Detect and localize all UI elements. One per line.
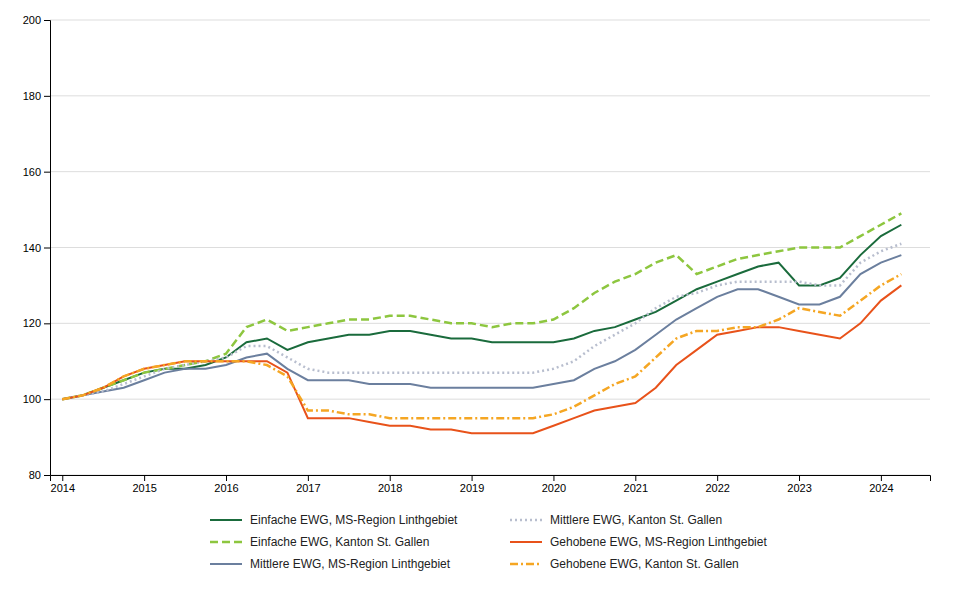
tick-label: 120	[23, 317, 41, 329]
tick: 80	[29, 469, 50, 481]
tick-label: 2022	[705, 482, 729, 494]
tick-mark	[390, 475, 391, 481]
legend-label: Mittlere EWG, MS-Region Linthgebiet	[250, 557, 451, 571]
tick-mark	[635, 475, 636, 481]
tick-mark	[44, 172, 50, 173]
tick: 2020	[542, 475, 566, 494]
tick: 2015	[132, 475, 156, 494]
grid-line	[50, 323, 930, 324]
tick-mark	[144, 475, 145, 481]
tick-label: 2015	[132, 482, 156, 494]
tick: 2021	[624, 475, 648, 494]
legend-label: Einfache EWG, MS-Region Linthgebiet	[250, 513, 458, 527]
legend-swatch	[210, 541, 242, 544]
tick-mark	[308, 475, 309, 481]
tick-label: 2014	[51, 482, 75, 494]
tick-mark	[62, 475, 63, 481]
grid-line	[50, 399, 930, 400]
tick: 2024	[869, 475, 893, 494]
tick: 160	[23, 166, 50, 178]
legend-item: Mittlere EWG, MS-Region Linthgebiet	[210, 557, 451, 571]
axis-line	[51, 476, 931, 482]
tick-label: 2016	[214, 482, 238, 494]
legend-label: Gehobene EWG, Kanton St. Gallen	[550, 557, 739, 571]
tick-label: 2020	[542, 482, 566, 494]
legend-swatch	[510, 541, 542, 543]
tick-label: 2017	[296, 482, 320, 494]
tick-label: 180	[23, 90, 41, 102]
tick-mark	[881, 475, 882, 481]
tick-label: 2024	[869, 482, 893, 494]
tick: 2017	[296, 475, 320, 494]
legend: Einfache EWG, MS-Region Linthgebiet Einfa…	[210, 513, 767, 571]
legend-label: Einfache EWG, Kanton St. Gallen	[250, 535, 429, 549]
grid-line	[50, 20, 930, 21]
legend-label: Gehobene EWG, MS-Region Linthgebiet	[550, 535, 767, 549]
tick: 2019	[460, 475, 484, 494]
legend-item: Einfache EWG, MS-Region Linthgebiet	[210, 513, 458, 527]
tick: 2018	[378, 475, 402, 494]
legend-label: Mittlere EWG, Kanton St. Gallen	[550, 513, 722, 527]
series-line	[62, 285, 901, 433]
tick-label: 160	[23, 166, 41, 178]
legend-item: Gehobene EWG, MS-Region Linthgebiet	[510, 535, 767, 549]
tick-mark	[717, 475, 718, 481]
tick: 2014	[51, 475, 75, 494]
tick: 120	[23, 317, 50, 329]
legend-item: Einfache EWG, Kanton St. Gallen	[210, 535, 429, 549]
grid-line	[50, 95, 930, 96]
series-line	[62, 213, 901, 399]
tick-label: 2019	[460, 482, 484, 494]
tick-label: 2021	[624, 482, 648, 494]
axis-line	[44, 21, 51, 476]
tick: 2023	[787, 475, 811, 494]
tick-mark	[553, 475, 554, 481]
legend-swatch	[510, 563, 542, 566]
tick-label: 2023	[787, 482, 811, 494]
chart: 2014 2015 2016 2017 2018 2019 2020 2021 2022 2023…	[0, 0, 960, 605]
series-line	[62, 274, 901, 418]
tick-mark	[44, 323, 50, 324]
tick-label: 2018	[378, 482, 402, 494]
tick-label: 200	[23, 14, 41, 26]
plot: 2014 2015 2016 2017 2018 2019 2020 2021 2022 2023…	[23, 14, 931, 494]
tick-label: 140	[23, 242, 41, 254]
tick-mark	[44, 96, 50, 97]
tick: 2022	[705, 475, 729, 494]
legend-swatch	[510, 519, 542, 522]
legend-swatch	[210, 563, 242, 565]
tick-mark	[44, 20, 50, 21]
tick: 200	[23, 14, 50, 26]
lines	[62, 213, 901, 433]
tick: 180	[23, 90, 50, 102]
grid-line	[50, 247, 930, 248]
legend-item: Gehobene EWG, Kanton St. Gallen	[510, 557, 739, 571]
tick-label: 80	[29, 469, 41, 481]
tick-mark	[44, 248, 50, 249]
legend-item: Mittlere EWG, Kanton St. Gallen	[510, 513, 722, 527]
tick: 100	[23, 393, 50, 405]
tick-mark	[44, 399, 50, 400]
tick: 140	[23, 242, 50, 254]
tick-mark	[799, 475, 800, 481]
x-axis: 2014 2015 2016 2017 2018 2019 2020 2021 2022 2023…	[51, 475, 931, 494]
grid-line	[50, 171, 930, 172]
tick-label: 100	[23, 393, 41, 405]
tick-mark	[226, 475, 227, 481]
tick-mark	[472, 475, 473, 481]
tick: 2016	[214, 475, 238, 494]
y-axis: 80 100 120 140 160 180 200	[23, 14, 51, 481]
legend-swatch	[210, 519, 242, 521]
tick-mark	[44, 475, 50, 476]
grid	[50, 20, 930, 475]
